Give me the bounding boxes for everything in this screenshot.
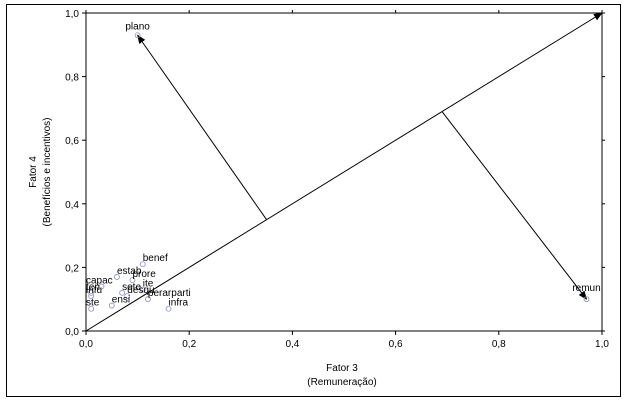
x-tick-label: 0,2 xyxy=(182,339,196,350)
y-tick-label: 0,4 xyxy=(65,200,79,211)
point-label: perarparti xyxy=(148,288,191,299)
data-point xyxy=(583,296,590,303)
y-axis-title: Fator 4 xyxy=(28,156,39,188)
plot-border xyxy=(85,12,603,332)
point-label: ste xyxy=(86,298,100,309)
y-axis: 0,0 0,2 0,4 0,6 0,8 1,0 xyxy=(65,9,605,338)
y-tick-label: 0,8 xyxy=(65,73,79,84)
x-axis-title: Fator 3 xyxy=(326,363,358,374)
point-label: prore xyxy=(132,269,156,280)
x-tick-label: 0,4 xyxy=(285,339,299,350)
data-point xyxy=(134,32,141,39)
x-tick-label: 0,6 xyxy=(389,339,403,350)
x-tick-label: 0,8 xyxy=(492,339,506,350)
y-tick-label: 0,6 xyxy=(65,136,79,147)
data-point xyxy=(145,296,151,303)
vector-arrow xyxy=(137,34,268,220)
data-point xyxy=(139,261,146,268)
y-axis-subtitle: (Benefícios e incentivos) xyxy=(42,118,53,227)
point-label: capac xyxy=(86,275,113,286)
point-label: plano xyxy=(125,21,150,32)
x-axis: 0,0 0,2 0,4 0,6 0,8 1,0 xyxy=(79,10,609,350)
x-tick-label: 0,0 xyxy=(79,339,93,350)
point-label: ensi xyxy=(112,295,130,306)
point-label: ten xyxy=(86,282,100,293)
data-point xyxy=(165,305,172,312)
data-point xyxy=(108,302,115,309)
vector-arrow xyxy=(85,12,603,332)
data-point xyxy=(88,305,95,312)
point-label: infu xyxy=(86,285,102,296)
data-point xyxy=(88,289,95,296)
factor-vectors xyxy=(85,12,603,332)
point-label: infra xyxy=(169,298,189,309)
x-axis-subtitle: (Remuneração) xyxy=(307,377,376,388)
point-label: sete xyxy=(122,282,141,293)
data-point xyxy=(88,293,95,299)
point-label: benef xyxy=(143,253,168,264)
y-tick-label: 1,0 xyxy=(65,9,79,20)
y-tick-label: 0,2 xyxy=(65,263,79,274)
point-label: estab xyxy=(117,266,142,277)
point-label: desqu xyxy=(127,285,154,296)
data-point xyxy=(114,274,120,280)
vector-arrow xyxy=(441,111,588,300)
x-tick-label: 1,0 xyxy=(595,339,609,350)
data-point xyxy=(139,286,146,293)
data-point xyxy=(119,289,126,296)
data-point xyxy=(129,277,136,284)
point-label: ite xyxy=(143,279,154,290)
y-tick-label: 0,0 xyxy=(65,327,79,338)
data-point xyxy=(124,293,131,299)
data-point xyxy=(98,283,105,290)
plot-area xyxy=(85,12,603,332)
point-label: remun xyxy=(572,283,600,294)
